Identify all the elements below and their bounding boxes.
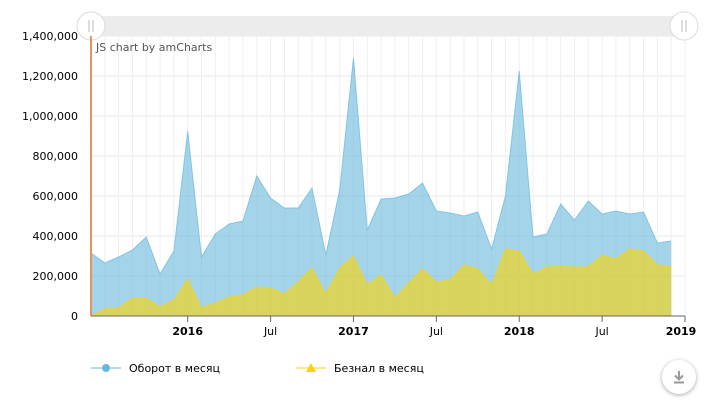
- y-tick-label: 600,000: [33, 190, 79, 203]
- y-tick-label: 1,400,000: [22, 30, 78, 43]
- legend-label: Оборот в месяц: [129, 361, 220, 375]
- legend-triangle-marker-icon: [296, 363, 326, 372]
- series-line-1: [90, 248, 672, 317]
- series-area-0[interactable]: [91, 58, 672, 316]
- x-tick-label: 2017: [338, 325, 369, 338]
- download-icon: [674, 371, 684, 384]
- x-axis: 2016 Jul 2017 Jul 2018 Jul 2019: [172, 316, 696, 338]
- legend: Оборот в месяц Безнал в месяц: [0, 355, 600, 381]
- legend-circle-marker-icon: [91, 364, 121, 372]
- scrollbar-track[interactable]: [91, 16, 685, 36]
- series-area-1[interactable]: [91, 249, 672, 316]
- legend-item-cashless[interactable]: Безнал в месяц: [296, 355, 424, 381]
- y-tick-label: 0: [71, 310, 78, 323]
- x-tick-label: 2018: [504, 325, 535, 338]
- x-tick-label: Jul: [429, 325, 443, 338]
- y-tick-label: 200,000: [33, 270, 79, 283]
- y-axis: 0 200,000 400,000 600,000 800,000 1,000,000 1,…: [22, 30, 78, 323]
- x-tick-label: 2019: [666, 325, 697, 338]
- series-areas: [90, 57, 672, 317]
- y-tick-label: 400,000: [33, 230, 79, 243]
- x-tick-label: 2016: [172, 325, 203, 338]
- export-download-button[interactable]: [662, 360, 696, 394]
- x-tick-label: Jul: [594, 325, 608, 338]
- legend-label: Безнал в месяц: [334, 361, 424, 375]
- scrollbar-end-grip[interactable]: [669, 11, 699, 41]
- amcharts-credit[interactable]: JS chart by amCharts: [95, 41, 212, 54]
- scrollbar-start-grip[interactable]: [76, 11, 106, 41]
- y-tick-label: 1,000,000: [22, 110, 78, 123]
- x-tick-label: Jul: [263, 325, 277, 338]
- y-tick-label: 800,000: [33, 150, 79, 163]
- series-line-0: [90, 57, 672, 276]
- legend-item-turnover[interactable]: Оборот в месяц: [91, 355, 220, 381]
- y-tick-label: 1,200,000: [22, 70, 78, 83]
